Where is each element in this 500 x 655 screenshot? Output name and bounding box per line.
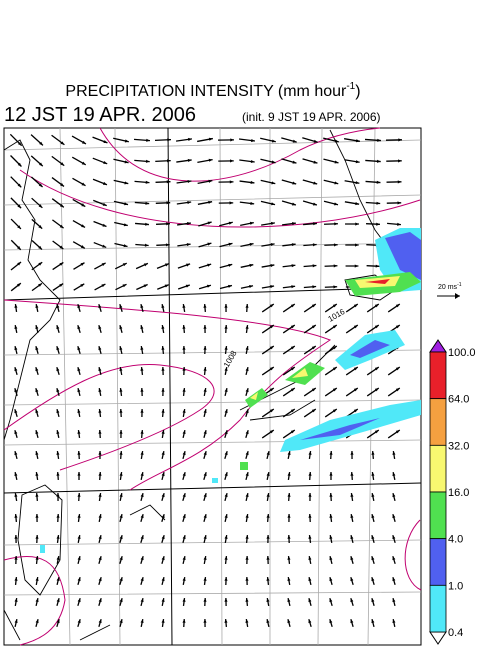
colorbar-label: 0.4 bbox=[448, 627, 463, 639]
reference-text: 20 ms bbox=[438, 284, 458, 291]
reference-vector: 20 ms-1 bbox=[437, 282, 462, 299]
colorbar-segment bbox=[430, 492, 446, 539]
colorbar-label: 16.0 bbox=[448, 487, 469, 499]
colorbar-segment bbox=[430, 399, 446, 446]
colorbar: 100.0 64.0 32.0 16.0 4.0 1.0 0.4 bbox=[430, 340, 476, 644]
colorbar-segment bbox=[430, 539, 446, 586]
reference-label: 20 ms-1 bbox=[438, 282, 462, 291]
title-close: ) bbox=[355, 83, 360, 100]
colorbar-over bbox=[430, 340, 446, 352]
valid-time: 12 JST 19 APR. 2006 bbox=[4, 104, 196, 126]
colorbar-label: 4.0 bbox=[448, 534, 463, 546]
init-time: (init. 9 JST 19 APR. 2006) bbox=[242, 110, 381, 124]
map-frame bbox=[4, 128, 421, 645]
colorbar-under bbox=[430, 632, 446, 644]
reference-arrowhead bbox=[455, 293, 460, 299]
colorbar-label: 64.0 bbox=[448, 394, 469, 406]
reference-exponent: -1 bbox=[457, 282, 462, 288]
title-text: PRECIPITATION INTENSITY (mm hour bbox=[65, 83, 347, 100]
title: PRECIPITATION INTENSITY (mm hour-1) bbox=[65, 81, 360, 100]
colorbar-label: 100.0 bbox=[448, 347, 476, 359]
colorbar-segment bbox=[430, 445, 446, 492]
colorbar-segment bbox=[430, 352, 446, 399]
map: 1016 1008 bbox=[4, 128, 421, 645]
colorbar-segment bbox=[430, 585, 446, 632]
colorbar-label: 1.0 bbox=[448, 580, 463, 592]
colorbar-label: 32.0 bbox=[448, 440, 469, 452]
